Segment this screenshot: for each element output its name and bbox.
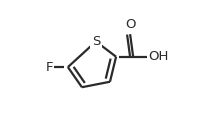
Text: S: S: [92, 35, 100, 48]
Text: OH: OH: [148, 50, 169, 63]
Text: F: F: [46, 61, 53, 74]
Text: O: O: [125, 18, 135, 31]
